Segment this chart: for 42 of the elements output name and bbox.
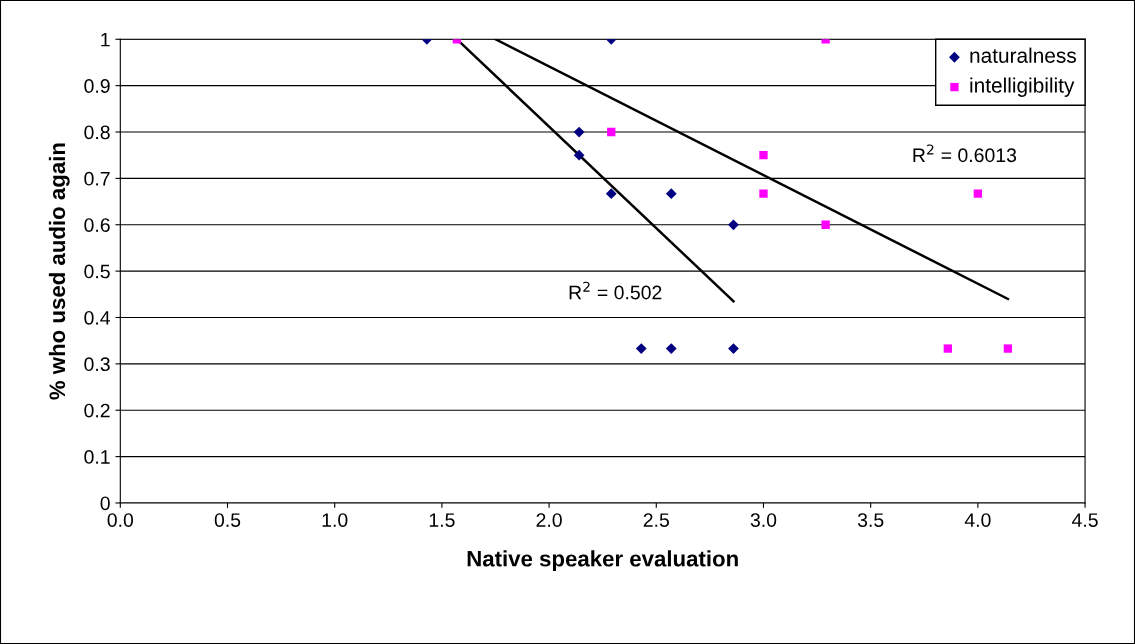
y-tick-label: 0.8 (84, 125, 110, 140)
point (573, 126, 585, 138)
y-tick-label: 0.5 (84, 264, 110, 279)
x-tick-label: 0.5 (214, 513, 241, 527)
point (665, 188, 677, 200)
point (607, 127, 616, 137)
y-tick-label: 0.1 (84, 450, 110, 464)
point (665, 343, 677, 354)
point (943, 344, 953, 353)
point (635, 343, 647, 354)
legend-label: intelligibility (970, 77, 1075, 97)
point (759, 189, 768, 198)
annotation: R$^{2}$ = 0.502 (569, 281, 662, 300)
y-tick-label: 1 (101, 32, 110, 47)
point (821, 220, 830, 229)
x-tick-label: 1.5 (429, 513, 455, 527)
y-tick-label: 0 (100, 496, 110, 511)
y-axis-title: % who used audio again (48, 143, 70, 400)
annotation: R$^{2}$ = 0.6013 (913, 144, 1017, 163)
y-tick-label: 0.7 (84, 171, 110, 186)
x-tick-label: 2.5 (643, 513, 669, 527)
legend-label: naturalness (970, 47, 1076, 63)
y-tick-label: 0.2 (84, 403, 110, 418)
x-tick-label: 3.5 (857, 513, 884, 527)
point (605, 188, 617, 200)
x-tick-label: 0.0 (107, 513, 134, 527)
point (728, 219, 739, 231)
x-tick-label: 4.0 (964, 513, 991, 527)
point (728, 343, 739, 354)
x-axis-title: Native speaker evaluation (467, 550, 738, 571)
point (973, 189, 983, 198)
x-tick-label: 3.0 (750, 513, 777, 527)
y-tick-label: 0.3 (84, 357, 110, 372)
y-tick-label: 0.9 (84, 79, 110, 93)
x-tick-label: 2.0 (536, 513, 562, 527)
point (1003, 344, 1013, 353)
x-tick-label: 4.5 (1071, 513, 1098, 527)
point (759, 151, 768, 160)
x-tick-label: 1.0 (322, 513, 348, 527)
y-tick-label: 0.6 (84, 218, 110, 232)
point (573, 149, 585, 161)
y-tick-label: 0.4 (84, 310, 111, 325)
